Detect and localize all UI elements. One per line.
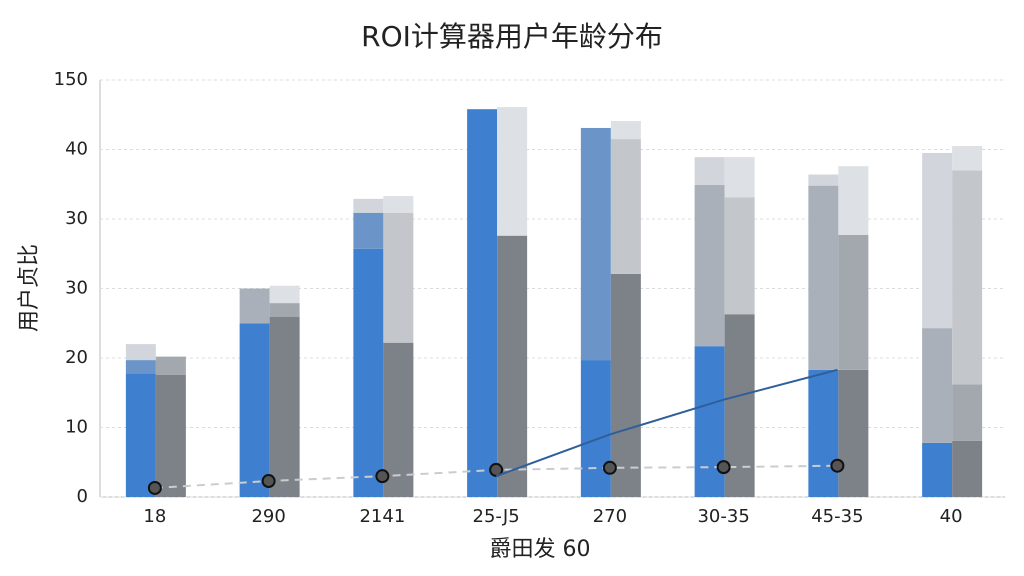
x-tick-label: 2141 [359, 506, 405, 527]
y-tick-label: 30 [65, 278, 88, 299]
bar-segment [610, 121, 641, 140]
y-tick-label: 10 [65, 417, 88, 438]
x-tick-label: 270 [593, 506, 627, 527]
y-tick-label: 30 [65, 208, 88, 229]
bar-segment [922, 152, 953, 329]
bar-segment [353, 198, 384, 213]
bar-segment [497, 235, 528, 497]
bar-segment [694, 346, 725, 497]
bar-segment [808, 369, 839, 497]
x-tick-label: 40 [940, 506, 963, 527]
bar-segment [269, 285, 300, 304]
line-marker [716, 460, 731, 475]
line-marker [375, 469, 390, 484]
bar-segment [269, 316, 300, 497]
bar-segment [125, 344, 156, 361]
bar-segment [838, 166, 869, 235]
bar-segment [724, 197, 755, 315]
bar-segment [808, 185, 839, 370]
bar-segment [838, 369, 869, 497]
bar-segment [952, 170, 983, 385]
y-tick-label: 20 [65, 347, 88, 368]
y-axis-title: 用户贞比 [17, 244, 42, 332]
bar-segment [952, 384, 983, 441]
bar-segment [580, 360, 611, 497]
bar-segment [239, 323, 270, 497]
bar-segment [922, 442, 953, 497]
bar-segment [610, 273, 641, 497]
bar-segment [467, 109, 498, 497]
y-tick-label: 0 [77, 486, 88, 507]
bar-segment [353, 248, 384, 497]
bar-segment [694, 184, 725, 347]
bar-segment [239, 288, 270, 324]
bar-segment [580, 127, 611, 361]
line-marker [830, 458, 845, 473]
y-tick-label: 150 [54, 69, 88, 90]
y-tick-label: 40 [65, 139, 88, 160]
line-marker [261, 474, 276, 489]
x-tick-label: 30-35 [697, 506, 749, 527]
line-marker [602, 460, 617, 475]
line [495, 368, 838, 478]
x-tick-label: 25-J5 [473, 506, 520, 527]
chart-title: ROI计算器用户年龄分布 [361, 20, 663, 53]
bar-segment [952, 440, 983, 497]
line-marker [147, 480, 162, 495]
bar-segment [383, 196, 414, 213]
bar-segment [952, 146, 983, 171]
bar-segment [383, 212, 414, 343]
bar-segment [610, 139, 641, 274]
bar-segment [922, 328, 953, 443]
bar-segment [155, 374, 186, 497]
bar-segment [694, 157, 725, 185]
bar-segment [724, 157, 755, 198]
bar-segment [155, 356, 186, 375]
bar-segment [497, 107, 528, 236]
x-axis-title: 爵田发 60 [490, 537, 591, 562]
bar-segment [125, 373, 156, 497]
bar-segment [383, 342, 414, 497]
x-tick-label: 45-35 [811, 506, 863, 527]
bar-segment [838, 234, 869, 370]
bar-segment [269, 303, 300, 317]
bar-segment [353, 212, 384, 249]
x-tick-label: 290 [251, 506, 285, 527]
bar-segment [808, 174, 839, 186]
bar-segment [125, 360, 156, 374]
x-tick-label: 18 [143, 506, 166, 527]
